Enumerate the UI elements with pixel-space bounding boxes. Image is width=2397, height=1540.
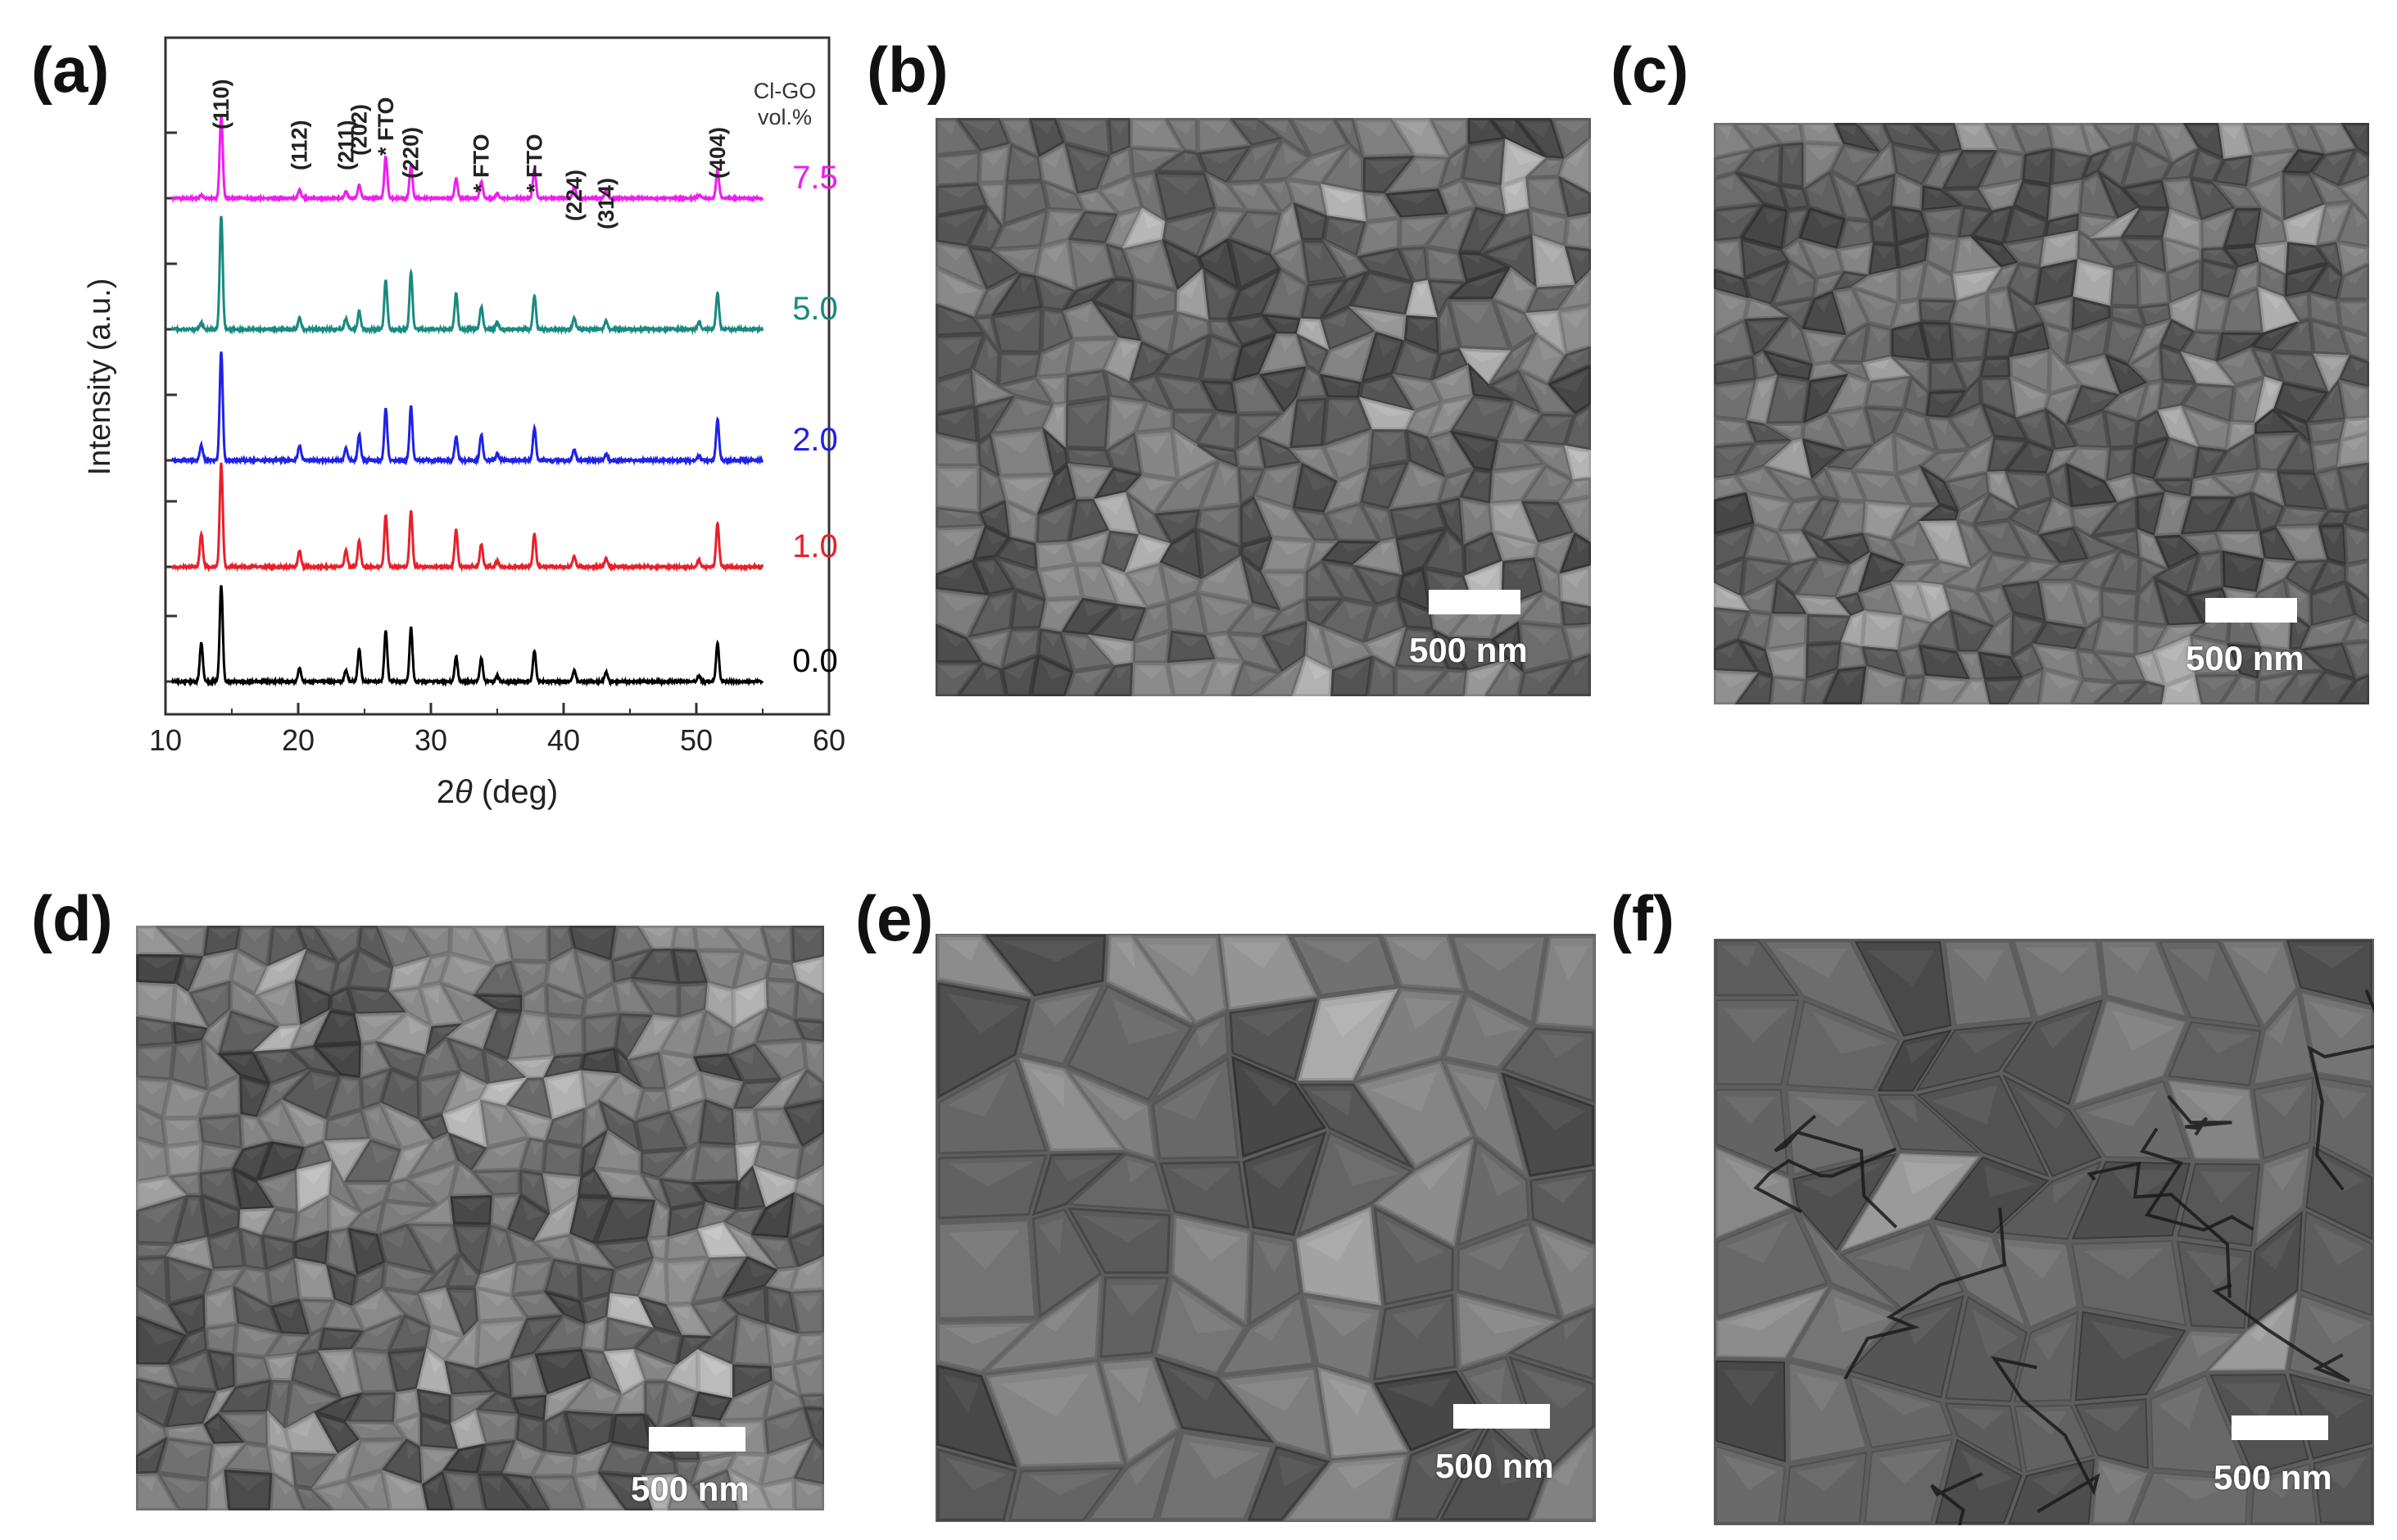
series-line-7-5	[171, 114, 764, 204]
x-tick-label: 50	[680, 723, 713, 757]
y-axis-ticks	[165, 131, 177, 683]
series-label-5-0: 5.0	[792, 291, 838, 327]
panel-label-a: (a)	[31, 34, 110, 106]
peak-label: (404)	[705, 127, 730, 179]
scale-bar-label-d: 500 nm	[631, 1470, 750, 1508]
x-tick-label: 40	[547, 723, 580, 757]
scale-bar-c: 500 nm	[2186, 598, 2333, 688]
x-axis-label-prefix: 2	[437, 774, 455, 810]
series-line-0-0	[171, 585, 764, 687]
peak-labels: (110)(112) (211)(202) * FTO (220) * FTO * FTO…	[209, 79, 730, 229]
y-axis-label: Intensity (a.u.)	[83, 279, 117, 476]
peak-label: (202)	[347, 104, 372, 156]
x-tick-label: 30	[415, 723, 447, 757]
legend-title-line-1: Cl-GO	[754, 79, 817, 103]
scale-bar-line-d	[649, 1427, 745, 1452]
peak-label: (211)	[333, 120, 358, 170]
series-labels: 0.0 1.0 2.0 5.0 7.5	[792, 160, 838, 679]
scale-bar-f: 500 nm	[2213, 1415, 2361, 1506]
sem-image-f	[1714, 939, 2374, 1525]
scale-bar-label-b: 500 nm	[1409, 631, 1528, 669]
series-label-2-0: 2.0	[792, 422, 838, 458]
peak-label: * FTO	[469, 134, 494, 192]
peak-label: (220)	[399, 127, 424, 179]
sem-image-c	[1714, 123, 2369, 704]
scale-bar-line-c	[2205, 598, 2297, 623]
xrd-chart: 10 20 30 40 50 60 0.0 1.0 2.0 5.0 7.5 (110) (112) (…	[83, 36, 845, 810]
panel-label-d: (d)	[31, 882, 113, 954]
panel-label-f: (f)	[1611, 882, 1674, 954]
panel-label-e: (e)	[855, 882, 934, 954]
series-label-1-0: 1.0	[792, 528, 838, 564]
sem-texture-c	[1714, 123, 2369, 704]
series-line-2-0	[171, 351, 764, 467]
scale-bar-label-f: 500 nm	[2213, 1458, 2332, 1497]
x-axis-label-theta: θ	[455, 774, 473, 810]
x-tick-label: 10	[149, 723, 182, 757]
peak-label: * FTO	[522, 134, 546, 192]
sem-image-d	[136, 926, 824, 1511]
scale-bar-d: 500 nm	[631, 1427, 778, 1517]
scale-bar-label-e: 500 nm	[1435, 1447, 1554, 1485]
scale-bar-line-b	[1429, 590, 1520, 614]
panel-label-c: (c)	[1611, 34, 1689, 106]
sem-image-b	[936, 118, 1591, 696]
peak-label: * FTO	[374, 97, 398, 156]
scale-bar-line-f	[2232, 1415, 2328, 1440]
x-tick-label: 20	[282, 723, 315, 757]
scale-bar-b: 500 nm	[1409, 590, 1556, 680]
series-line-1-0	[170, 462, 764, 573]
sem-texture-f	[1714, 939, 2374, 1525]
peak-label: (314)	[594, 178, 619, 229]
x-tick-label: 60	[813, 723, 845, 757]
panel-label-b: (b)	[867, 34, 949, 106]
x-axis-ticks: 10 20 30 40 50 60	[149, 703, 845, 757]
sem-texture-b	[936, 118, 1591, 696]
series-label-0-0: 0.0	[792, 643, 838, 679]
legend-title-line-2: vol.%	[758, 105, 812, 129]
series-line-5-0	[170, 215, 764, 336]
peak-label: (110)	[209, 79, 233, 129]
scale-bar-label-c: 500 nm	[2186, 639, 2304, 677]
scale-bar-e: 500 nm	[1435, 1404, 1583, 1494]
peak-label: (224)	[562, 170, 587, 221]
x-axis-label-suffix: (deg)	[473, 774, 559, 810]
series-lines	[170, 114, 764, 687]
peak-label: (112)	[288, 120, 312, 170]
sem-texture-d	[136, 926, 824, 1511]
series-label-7-5: 7.5	[792, 160, 838, 196]
scale-bar-line-e	[1453, 1404, 1550, 1429]
x-axis-label: 2θ (deg)	[437, 774, 558, 810]
